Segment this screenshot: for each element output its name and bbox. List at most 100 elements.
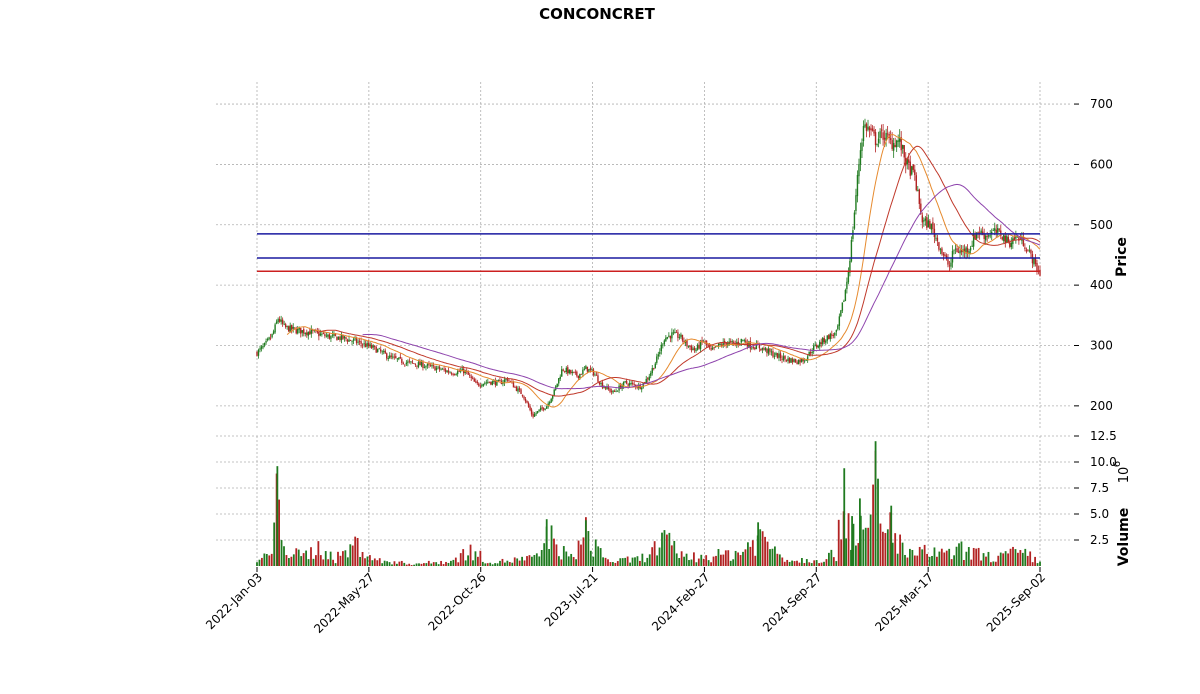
candle-body xyxy=(980,230,982,233)
volume-bar xyxy=(560,559,563,566)
candle-body xyxy=(781,358,783,360)
volume-bar xyxy=(391,564,393,566)
candle-body xyxy=(764,348,767,351)
volume-bar xyxy=(334,563,337,566)
candle-body xyxy=(360,341,362,344)
candle-body xyxy=(817,345,819,348)
candle-body xyxy=(642,382,644,388)
candle-body xyxy=(683,340,685,343)
candle-body xyxy=(965,247,967,254)
candle-body xyxy=(787,358,789,362)
volume-bar xyxy=(803,563,806,566)
volume-bar xyxy=(889,512,892,566)
x-tick-label: 2022-Jan-03 xyxy=(203,570,265,632)
candle-body xyxy=(336,336,338,341)
candle-body xyxy=(351,341,353,343)
volume-bar xyxy=(737,552,739,566)
candle-body xyxy=(882,132,884,140)
volume-bar xyxy=(486,563,489,566)
candle-body xyxy=(393,356,395,358)
candle-body xyxy=(358,341,361,342)
candle-body xyxy=(849,260,851,273)
volume-bar xyxy=(938,551,941,566)
volume-bar xyxy=(982,553,985,566)
candle-body xyxy=(269,337,272,339)
candle-body xyxy=(289,325,291,333)
candle-body xyxy=(262,345,264,348)
volume-bar xyxy=(774,546,776,566)
candle-body xyxy=(280,319,282,322)
candle-body xyxy=(956,248,958,253)
candle-body xyxy=(327,334,329,337)
x-tick-label: 2022-May-27 xyxy=(311,570,377,636)
candle-body xyxy=(984,235,987,241)
volume-bar xyxy=(693,552,695,566)
volume-bar xyxy=(960,541,963,566)
volume-bar-spike xyxy=(843,468,846,566)
candle-body xyxy=(363,343,365,345)
candle-body xyxy=(959,250,961,254)
candle-body xyxy=(698,344,700,349)
volume-bar xyxy=(506,560,509,566)
price-axis: 200 300 400 500 600 700 xyxy=(1074,97,1113,413)
volume-bar xyxy=(994,561,997,566)
volume-bar-spike xyxy=(276,466,279,566)
candle-body xyxy=(287,326,290,332)
candle-body xyxy=(659,351,661,355)
candle-body xyxy=(731,341,733,343)
volume-bar xyxy=(837,519,840,566)
candle-body xyxy=(499,379,501,382)
candle-body xyxy=(868,127,871,131)
candle-body xyxy=(505,378,507,380)
candle-body xyxy=(446,370,448,373)
volume-bar xyxy=(918,546,921,566)
candle-body xyxy=(542,408,545,410)
volume-bar xyxy=(327,559,330,566)
candle-body xyxy=(838,316,841,326)
candle-body xyxy=(745,340,747,344)
volume-bar xyxy=(852,523,855,566)
volume-bar xyxy=(614,562,617,566)
candle-body xyxy=(325,335,328,337)
volume-bar xyxy=(356,537,359,566)
volume-bar xyxy=(707,560,710,566)
candle-body xyxy=(545,406,548,409)
candle-body xyxy=(458,370,460,372)
volume-bar xyxy=(739,555,742,566)
volume-bar xyxy=(666,534,668,566)
candle-body xyxy=(435,367,438,371)
volume-bar xyxy=(675,553,678,566)
candle-body xyxy=(526,400,528,403)
candle-body xyxy=(902,144,904,149)
candle-body xyxy=(294,327,296,329)
candle-body xyxy=(829,333,831,339)
volume-bar xyxy=(813,560,816,566)
volume-bar xyxy=(288,558,290,566)
volume-bar xyxy=(702,558,705,566)
volume-bar xyxy=(751,540,754,566)
candle-body xyxy=(909,161,911,176)
candle-body xyxy=(290,325,293,330)
candle-body xyxy=(372,345,374,348)
candle-body xyxy=(366,342,368,347)
volume-bar xyxy=(697,558,700,566)
candle-body xyxy=(939,249,942,251)
volume-bar xyxy=(749,546,752,566)
candle-body xyxy=(1013,237,1016,241)
volume-bar xyxy=(830,549,833,566)
candle-body xyxy=(755,343,758,350)
volume-bar xyxy=(575,559,577,566)
candle-body xyxy=(693,347,696,351)
candle-body xyxy=(923,220,925,222)
candle-body xyxy=(610,390,613,392)
candle-body xyxy=(737,341,739,344)
candle-body xyxy=(844,290,847,301)
candle-body xyxy=(375,346,377,353)
candle-body xyxy=(722,341,724,347)
volume-bar xyxy=(872,484,874,566)
candle-body xyxy=(574,371,577,373)
volume-bar xyxy=(332,559,334,566)
candle-body xyxy=(577,375,580,379)
candle-body xyxy=(758,344,761,349)
candle-body xyxy=(633,384,635,385)
